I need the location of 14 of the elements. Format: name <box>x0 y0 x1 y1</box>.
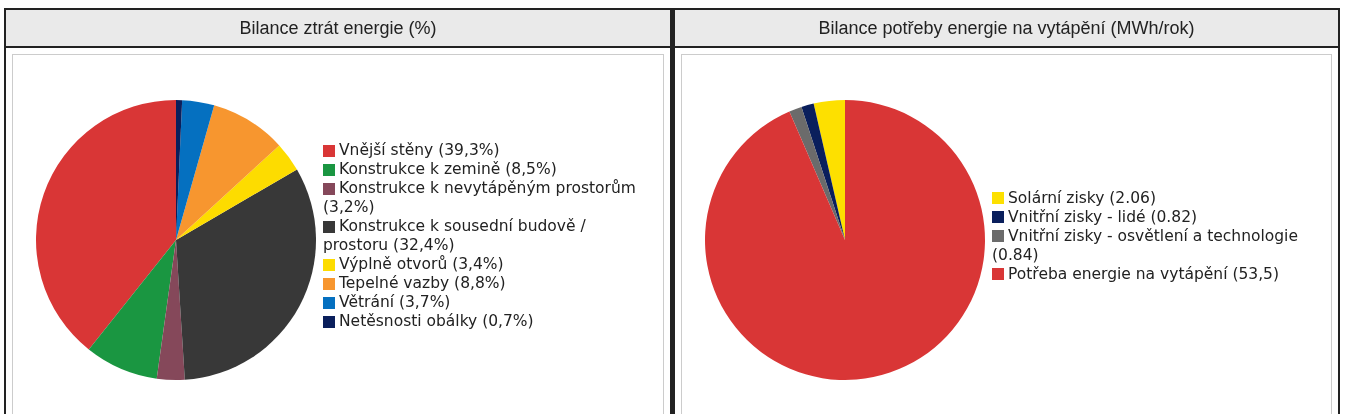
legend-label: Vnitřní zisky - lidé (0.82) <box>1008 207 1198 226</box>
chart-title: Bilance potřeby energie na vytápění (MWh/rok) <box>675 10 1338 48</box>
legend-label: Výplně otvorů (3,4%) <box>339 255 504 273</box>
legend-label: Tepelné vazby (8,8%) <box>339 274 506 292</box>
legend-label: Vnější stěny (39,3%) <box>339 141 500 159</box>
legend-label: Větrání (3,7%) <box>339 293 451 311</box>
legend-label: Konstrukce k sousední budově / prostoru (32,4%) <box>323 217 586 254</box>
legend-label: Netěsnosti obálky (0,7%) <box>339 312 534 330</box>
legend-label: Vnitřní zisky - osvětlení a technologie (0.84) <box>992 226 1298 264</box>
chart-title: Bilance ztrát energie (%) <box>6 10 670 48</box>
legend-label: Konstrukce k zemině (8,5%) <box>339 160 557 178</box>
legend-label: Potřeba energie na vytápění (53,5) <box>1008 264 1280 283</box>
legend-label: Konstrukce k nevytápěným prostorům (3,2%) <box>323 179 636 216</box>
legend-label: Solární zisky (2.06) <box>1008 188 1156 207</box>
